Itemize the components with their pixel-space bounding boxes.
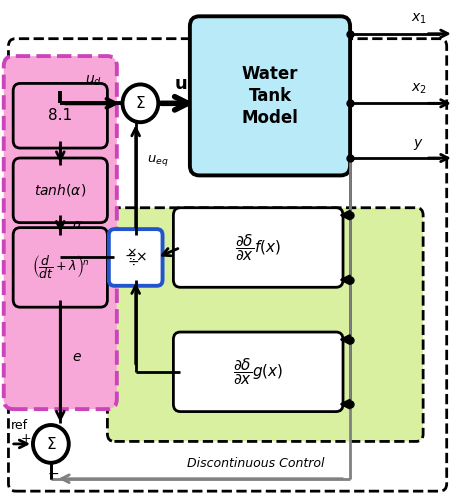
Text: $\left(\dfrac{d}{dt}+\lambda\right)^{\!n}$: $\left(\dfrac{d}{dt}+\lambda\right)^{\!n… xyxy=(32,254,89,281)
Text: $y$: $y$ xyxy=(413,136,424,152)
Text: +: + xyxy=(20,432,31,446)
Text: Water
Tank
Model: Water Tank Model xyxy=(242,64,299,127)
Text: $\Sigma$: $\Sigma$ xyxy=(135,96,146,112)
Text: $-$: $-$ xyxy=(47,466,59,480)
FancyBboxPatch shape xyxy=(109,229,163,286)
Text: ref: ref xyxy=(11,418,28,432)
FancyBboxPatch shape xyxy=(13,158,108,222)
Text: $\times$: $\times$ xyxy=(126,246,137,259)
Text: 8.1: 8.1 xyxy=(48,108,73,123)
Text: $\Sigma$: $\Sigma$ xyxy=(46,436,56,452)
FancyBboxPatch shape xyxy=(4,56,117,409)
FancyBboxPatch shape xyxy=(190,16,350,175)
Text: $\dfrac{\partial\delta}{\partial x}f(x)$: $\dfrac{\partial\delta}{\partial x}f(x)$ xyxy=(235,232,281,263)
Text: $tanh(\alpha)$: $tanh(\alpha)$ xyxy=(34,182,86,198)
Text: $\dfrac{\partial\delta}{\partial x}g(x)$: $\dfrac{\partial\delta}{\partial x}g(x)$ xyxy=(233,356,283,387)
Text: Equivalent Control: Equivalent Control xyxy=(182,223,310,237)
Text: $e$: $e$ xyxy=(72,350,82,364)
FancyBboxPatch shape xyxy=(108,208,423,442)
Text: $u_d$: $u_d$ xyxy=(85,74,102,88)
FancyBboxPatch shape xyxy=(173,332,343,411)
FancyBboxPatch shape xyxy=(13,228,108,307)
FancyBboxPatch shape xyxy=(9,38,447,491)
Text: $\mathbf{u}$: $\mathbf{u}$ xyxy=(174,76,187,94)
Text: $\mathregular{\div}$$\times$: $\mathregular{\div}$$\times$ xyxy=(124,250,147,264)
Text: Discontinuous Control: Discontinuous Control xyxy=(187,458,325,470)
Circle shape xyxy=(122,84,158,122)
FancyBboxPatch shape xyxy=(13,84,108,148)
Text: $\alpha$: $\alpha$ xyxy=(72,218,83,232)
Text: $\div$: $\div$ xyxy=(127,254,139,268)
FancyBboxPatch shape xyxy=(173,208,343,288)
Text: $x_1$: $x_1$ xyxy=(410,12,426,26)
Text: $x_2$: $x_2$ xyxy=(410,81,426,96)
Text: $u_{eq}$: $u_{eq}$ xyxy=(147,153,169,168)
Circle shape xyxy=(33,425,69,463)
